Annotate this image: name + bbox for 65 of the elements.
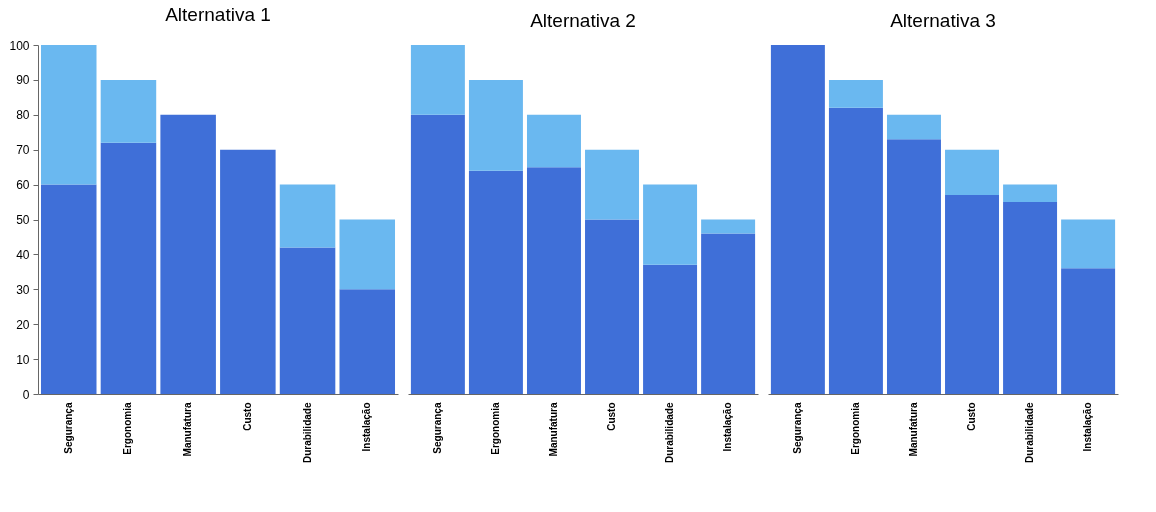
bar — [100, 142, 157, 394]
bar — [526, 167, 581, 394]
y-tick-label: 70 — [16, 143, 30, 158]
bar — [945, 149, 1000, 196]
x-tick-label: Instalação — [1082, 402, 1094, 452]
bar — [339, 289, 396, 394]
bar — [1003, 184, 1058, 203]
bar — [945, 195, 1000, 394]
bar — [701, 219, 756, 234]
bar — [526, 114, 581, 168]
bar — [410, 45, 465, 115]
bar — [468, 170, 523, 394]
x-tick-label: Ergonomia — [849, 402, 861, 455]
bar — [410, 114, 465, 394]
bar — [701, 233, 756, 394]
bar — [468, 79, 523, 171]
bar — [585, 149, 640, 220]
bar — [339, 219, 396, 290]
y-tick-label: 20 — [16, 317, 30, 332]
bar — [886, 139, 941, 394]
bar — [1061, 219, 1116, 269]
x-tick-label: Custo — [606, 402, 618, 431]
bar — [1061, 268, 1116, 394]
y-tick-label: 60 — [16, 178, 30, 193]
x-tick-label: Custo — [241, 402, 253, 431]
bar — [40, 45, 97, 185]
bar — [100, 79, 157, 143]
x-tick-label: Custo — [966, 402, 978, 431]
chart-title: Alternativa 1 — [165, 4, 271, 25]
chart-title: Alternativa 3 — [890, 10, 996, 31]
bar — [279, 247, 336, 394]
x-tick-label: Manufatura — [907, 402, 919, 457]
bar — [160, 114, 216, 394]
x-tick-label: Segurança — [791, 402, 803, 454]
x-tick-label: Durabilidade — [664, 402, 676, 464]
x-tick-label: Instalação — [361, 402, 373, 452]
bar — [828, 79, 883, 108]
y-tick-label: 10 — [16, 352, 30, 367]
x-tick-label: Instalação — [722, 402, 734, 452]
bar — [1003, 202, 1058, 394]
x-tick-label: Ergonomia — [122, 402, 134, 455]
y-tick-label: 50 — [16, 213, 30, 227]
x-tick-label: Segurança — [431, 402, 443, 454]
bar — [886, 114, 941, 140]
bar — [643, 184, 698, 265]
bar — [220, 149, 276, 394]
bar — [770, 45, 825, 394]
y-tick-label: 0 — [22, 387, 30, 402]
x-tick-label: Manufatura — [547, 402, 559, 457]
bar — [643, 264, 698, 394]
bar — [40, 184, 97, 394]
x-tick-label: Durabilidade — [1024, 402, 1036, 464]
chart-title: Alternativa 2 — [530, 10, 636, 31]
bar — [279, 184, 336, 248]
y-tick-label: 40 — [16, 247, 30, 262]
x-tick-label: Segurança — [62, 402, 74, 454]
x-tick-label: Ergonomia — [489, 402, 501, 455]
x-tick-label: Durabilidade — [301, 402, 313, 464]
y-tick-label: 100 — [9, 38, 30, 53]
bar — [828, 107, 883, 394]
y-tick-label: 30 — [16, 282, 30, 297]
y-tick-label: 80 — [16, 108, 30, 123]
y-tick-label: 90 — [16, 73, 30, 88]
bar — [585, 219, 640, 394]
x-tick-label: Manufatura — [182, 402, 194, 457]
